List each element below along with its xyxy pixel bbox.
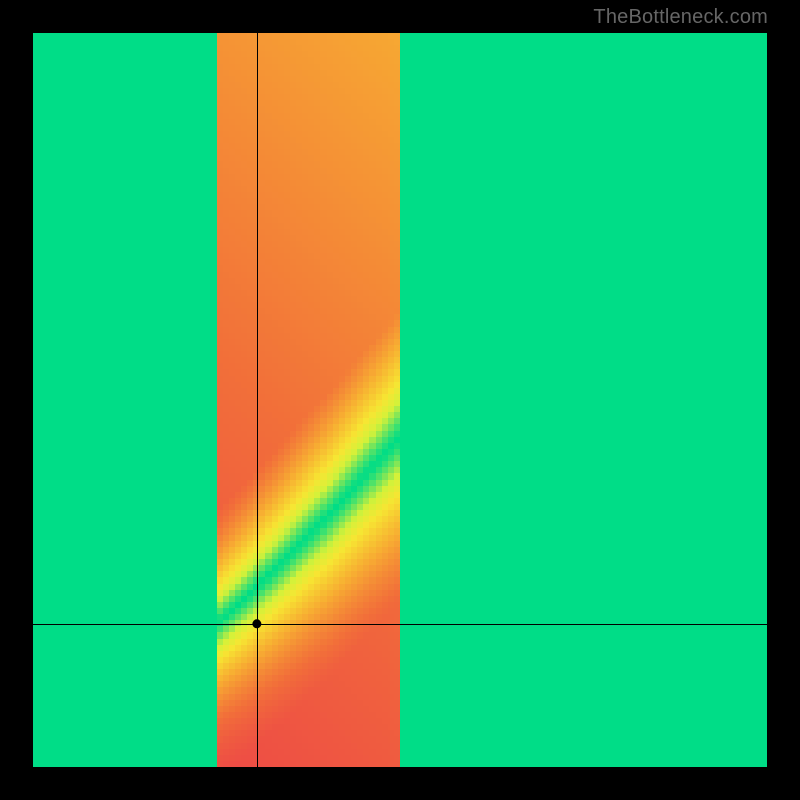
bottleneck-heatmap: [33, 33, 767, 767]
watermark-text: TheBottleneck.com: [593, 6, 768, 29]
heatmap-canvas: [33, 33, 767, 767]
